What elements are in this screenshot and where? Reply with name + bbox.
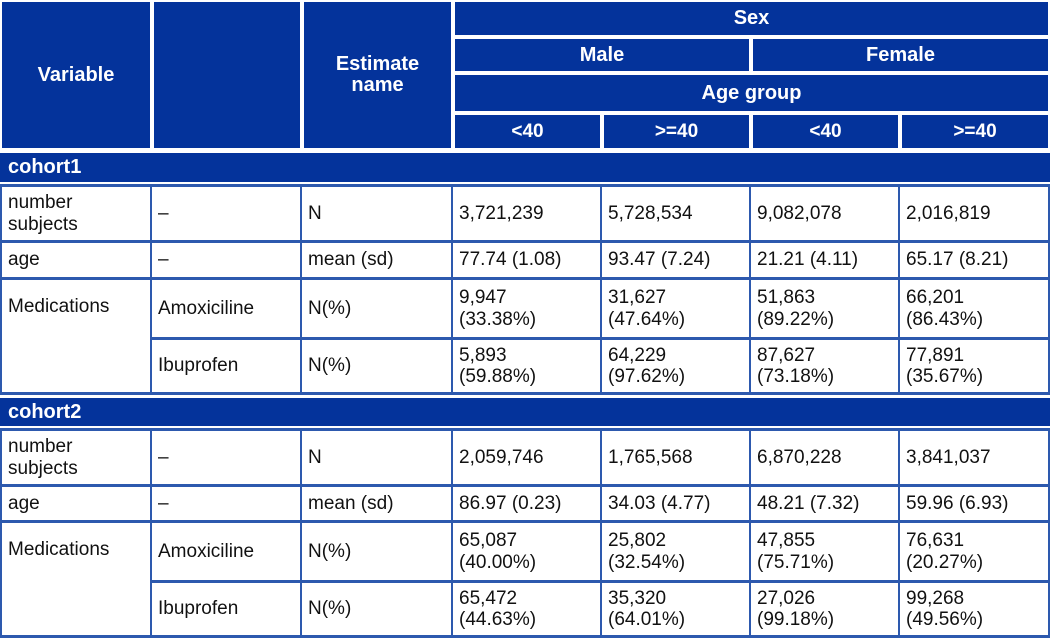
value-cell: 2,016,819 (900, 184, 1050, 240)
estimate-cell: N(%) (302, 520, 453, 580)
variable-cell: number subjects (0, 184, 152, 240)
level-cell: Ibuprofen (152, 337, 302, 395)
column-header-estimate-name: Estimate name (302, 0, 453, 150)
column-header-age-bin: <40 (453, 113, 602, 150)
estimate-cell: N (302, 428, 453, 484)
value-cell: 5,728,534 (602, 184, 751, 240)
estimate-cell: N(%) (302, 337, 453, 395)
value-cell: 2,059,746 (453, 428, 602, 484)
value-cell: 27,026 (99.18%) (751, 580, 900, 638)
level-cell: – (152, 484, 302, 520)
value-cell: 66,201 (86.43%) (900, 277, 1050, 337)
value-cell: 35,320 (64.01%) (602, 580, 751, 638)
value-cell: 48.21 (7.32) (751, 484, 900, 520)
level-cell: Ibuprofen (152, 580, 302, 638)
value-cell: 9,947 (33.38%) (453, 277, 602, 337)
estimate-cell: mean (sd) (302, 240, 453, 277)
column-header-female: Female (751, 37, 1050, 73)
variable-cell: number subjects (0, 428, 152, 484)
value-cell: 77,891 (35.67%) (900, 337, 1050, 395)
level-cell: – (152, 184, 302, 240)
column-header-age-bin: >=40 (900, 113, 1050, 150)
value-cell: 21.21 (4.11) (751, 240, 900, 277)
estimate-cell: mean (sd) (302, 484, 453, 520)
column-header-age-bin: <40 (751, 113, 900, 150)
estimate-cell: N(%) (302, 580, 453, 638)
section-header-cohort1: cohort1 (0, 150, 1050, 184)
value-cell: 64,229 (97.62%) (602, 337, 751, 395)
column-header-age-group: Age group (453, 73, 1050, 113)
variable-cell: Medications (0, 520, 152, 638)
variable-cell: age (0, 240, 152, 277)
variable-cell: age (0, 484, 152, 520)
estimate-cell: N (302, 184, 453, 240)
value-cell: 31,627 (47.64%) (602, 277, 751, 337)
section-header-cohort2: cohort2 (0, 395, 1050, 428)
value-cell: 65,472 (44.63%) (453, 580, 602, 638)
value-cell: 34.03 (4.77) (602, 484, 751, 520)
value-cell: 87,627 (73.18%) (751, 337, 900, 395)
level-cell: Amoxiciline (152, 277, 302, 337)
value-cell: 76,631 (20.27%) (900, 520, 1050, 580)
value-cell: 1,765,568 (602, 428, 751, 484)
column-header-age-bin: >=40 (602, 113, 751, 150)
column-header-blank (152, 0, 302, 150)
column-header-variable: Variable (0, 0, 152, 150)
level-cell: – (152, 428, 302, 484)
level-cell: – (152, 240, 302, 277)
value-cell: 86.97 (0.23) (453, 484, 602, 520)
variable-cell: Medications (0, 277, 152, 395)
value-cell: 93.47 (7.24) (602, 240, 751, 277)
value-cell: 9,082,078 (751, 184, 900, 240)
value-cell: 65,087 (40.00%) (453, 520, 602, 580)
value-cell: 77.74 (1.08) (453, 240, 602, 277)
estimate-cell: N(%) (302, 277, 453, 337)
level-cell: Amoxiciline (152, 520, 302, 580)
column-header-sex: Sex (453, 0, 1050, 37)
column-header-male: Male (453, 37, 751, 73)
value-cell: 3,721,239 (453, 184, 602, 240)
value-cell: 25,802 (32.54%) (602, 520, 751, 580)
value-cell: 3,841,037 (900, 428, 1050, 484)
value-cell: 59.96 (6.93) (900, 484, 1050, 520)
value-cell: 5,893 (59.88%) (453, 337, 602, 395)
value-cell: 65.17 (8.21) (900, 240, 1050, 277)
value-cell: 6,870,228 (751, 428, 900, 484)
value-cell: 99,268 (49.56%) (900, 580, 1050, 638)
value-cell: 47,855 (75.71%) (751, 520, 900, 580)
value-cell: 51,863 (89.22%) (751, 277, 900, 337)
